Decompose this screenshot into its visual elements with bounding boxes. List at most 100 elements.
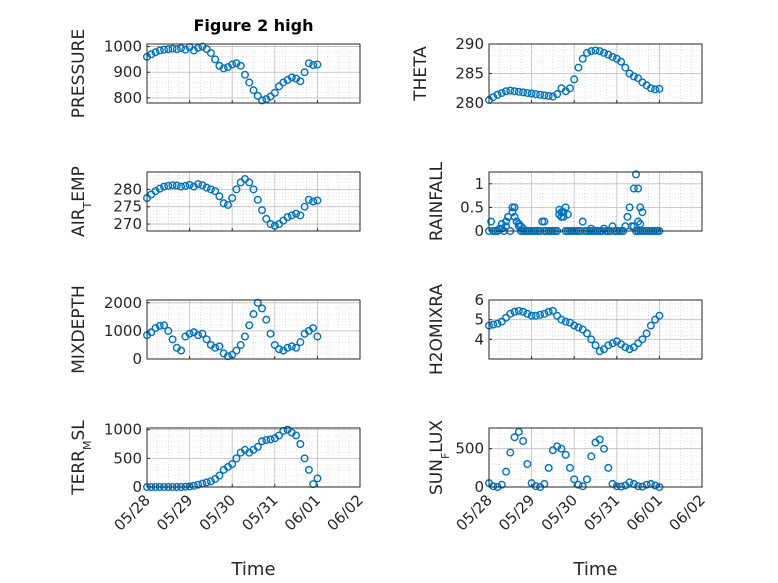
y-axis-label: MIXDEPTH	[69, 285, 89, 374]
data-point	[262, 436, 271, 445]
y-axis-label: AIRTEMP	[69, 166, 94, 237]
data-point	[164, 45, 173, 54]
y-tick-label: 500	[455, 440, 484, 458]
data-point	[185, 180, 194, 189]
data-point	[561, 317, 570, 326]
data-point	[600, 444, 609, 453]
x-tick-label: 05/28	[111, 491, 154, 534]
data-point	[168, 181, 177, 190]
data-point	[514, 219, 523, 228]
data-point	[266, 329, 275, 338]
data-point	[655, 311, 664, 320]
data-point	[506, 86, 515, 95]
data-point	[497, 224, 506, 233]
data-point	[544, 307, 553, 316]
data-point	[296, 338, 305, 347]
axes-box	[488, 299, 703, 360]
data-point	[206, 185, 215, 194]
data-point	[228, 194, 237, 203]
data-point	[642, 480, 651, 489]
data-point	[629, 343, 638, 352]
x-tick-label: 06/02	[324, 491, 367, 534]
data-point	[300, 202, 309, 211]
data-point	[536, 90, 545, 99]
axes-box	[488, 171, 703, 232]
data-point	[544, 91, 553, 100]
data-point	[266, 435, 275, 444]
y-tick-label: 1000	[104, 322, 142, 340]
y-tick-label: 1000	[104, 38, 142, 56]
data-point	[313, 332, 322, 341]
data-point	[502, 87, 511, 96]
data-point	[553, 442, 562, 451]
y-tick-label: 0	[474, 478, 484, 496]
x-tick-label: 05/29	[153, 491, 196, 534]
x-tick-label: 05/31	[580, 491, 623, 534]
data-point	[283, 343, 292, 352]
data-point	[151, 187, 160, 196]
data-point	[236, 340, 245, 349]
data-point	[519, 88, 528, 97]
data-point	[177, 44, 186, 53]
data-point	[245, 321, 254, 330]
data-point	[651, 85, 660, 94]
x-axis-label: Time	[572, 559, 617, 580]
data-point	[194, 43, 203, 52]
y-tick-label: 800	[113, 89, 142, 107]
data-point	[309, 324, 318, 333]
axes-box	[146, 171, 361, 232]
figure-title: Figure 2 high	[194, 16, 314, 35]
data-point	[655, 84, 664, 93]
data-point	[240, 332, 249, 341]
subplot-6: 0 500 1000 05/28 05/29 05/30 05/31 06/01 06/02 TE…	[69, 420, 367, 580]
data-point	[591, 341, 600, 350]
data-point	[493, 90, 502, 99]
data-point	[582, 48, 591, 57]
data-point	[194, 331, 203, 340]
data-point	[151, 324, 160, 333]
y-tick-label: 275	[113, 198, 142, 216]
data-point	[287, 342, 296, 351]
data-point	[177, 182, 186, 191]
data-point	[582, 475, 591, 484]
data-point	[510, 203, 519, 212]
data-point	[563, 210, 572, 219]
data-point	[155, 184, 164, 193]
data-point	[523, 460, 532, 469]
x-tick-label: 05/31	[238, 491, 281, 534]
data-point	[604, 50, 613, 59]
data-point	[228, 60, 237, 69]
data-point	[194, 480, 203, 489]
data-point	[561, 203, 570, 212]
data-point	[164, 326, 173, 335]
data-point	[160, 321, 169, 330]
data-point	[249, 86, 258, 95]
data-point	[309, 61, 318, 70]
data-point	[275, 345, 284, 354]
data-point	[283, 213, 292, 222]
data-point	[249, 310, 258, 319]
y-tick-label: 270	[113, 215, 142, 233]
data-point	[642, 329, 651, 338]
data-point	[215, 471, 224, 480]
data-point	[553, 311, 562, 320]
data-point	[232, 185, 241, 194]
data-point	[604, 341, 613, 350]
data-point	[587, 452, 596, 461]
data-point	[489, 93, 498, 102]
data-point	[487, 217, 496, 226]
data-point	[557, 444, 566, 453]
data-point	[519, 437, 528, 446]
data-point	[198, 181, 207, 190]
data-point	[540, 217, 549, 226]
data-point	[275, 431, 284, 440]
data-point	[512, 217, 521, 226]
data-point	[587, 335, 596, 344]
data-point	[570, 475, 579, 484]
axes-box	[146, 299, 361, 360]
data-point	[527, 89, 536, 98]
data-point	[497, 480, 506, 489]
x-tick-label: 05/29	[495, 491, 538, 534]
data-point	[147, 50, 156, 59]
data-point	[296, 440, 305, 449]
